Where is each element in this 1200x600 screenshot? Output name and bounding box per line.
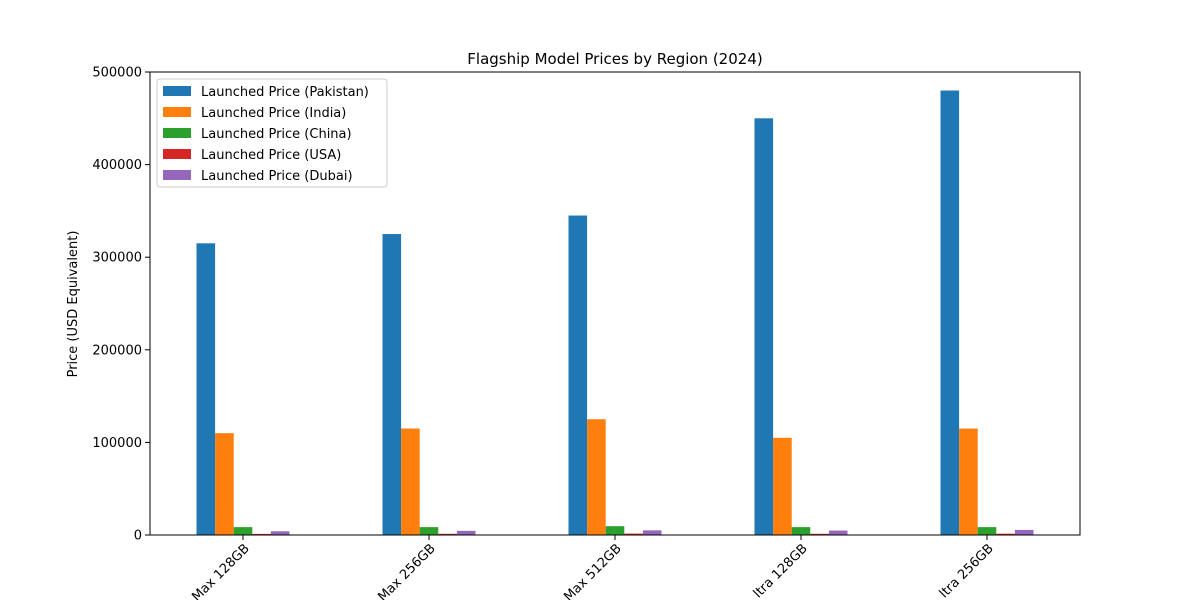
legend-swatch (163, 149, 191, 159)
bar-4-3 (624, 533, 643, 535)
y-tick-label: 400000 (92, 158, 142, 173)
x-tick-label: Max 512GB (561, 541, 625, 600)
legend-entry: Launched Price (India) (201, 106, 346, 121)
bar-5-5 (1014, 529, 1034, 535)
bar-2-3 (587, 419, 606, 535)
bar-1-1 (196, 243, 216, 535)
bars-group (196, 90, 1034, 536)
legend: Launched Price (Pakistan) Launched Price … (156, 78, 388, 188)
bar-4-4 (810, 533, 829, 535)
bar-5-1 (270, 531, 290, 535)
y-tick-label: 200000 (92, 343, 142, 358)
y-tick-label: 500000 (92, 66, 142, 81)
bar-5-2 (456, 530, 476, 535)
y-tick-label: 0 (134, 529, 142, 544)
bar-3-4 (791, 527, 811, 535)
chart-title: Flagship Model Prices by Region (2024) (467, 50, 762, 68)
bar-3-1 (233, 527, 253, 535)
legend-swatch (163, 128, 191, 138)
bar-2-1 (215, 433, 234, 535)
x-tick-label: ltra 128GB (751, 541, 811, 600)
bar-2-4 (773, 437, 792, 535)
plot-frame (149, 71, 1081, 536)
bar-4-2 (438, 533, 457, 535)
y-axis: 0 100000 200000 300000 400000 500000 (92, 66, 150, 544)
bar-3-2 (419, 527, 439, 535)
legend-swatch (163, 170, 191, 180)
legend-entry: Launched Price (China) (201, 127, 352, 142)
bar-1-2 (382, 234, 402, 536)
y-tick-label: 100000 (92, 436, 142, 451)
bar-1-4 (754, 118, 774, 536)
x-tick-label: ltra 256GB (937, 541, 997, 600)
bar-1-5 (940, 90, 960, 536)
bar-3-5 (977, 527, 997, 535)
y-tick-label: 300000 (92, 251, 142, 266)
legend-swatch (163, 86, 191, 96)
legend-box (156, 78, 388, 188)
bar-2-2 (401, 428, 420, 535)
legend-entry: Launched Price (USA) (201, 148, 341, 163)
y-axis-label: Price (USD Equivalent) (66, 231, 81, 378)
x-tick-label: Max 128GB (189, 541, 253, 600)
x-tick-label: Max 256GB (375, 541, 439, 600)
legend-entry: Launched Price (Pakistan) (201, 85, 369, 100)
bar-5-3 (642, 530, 662, 535)
x-axis: Max 128GB Max 256GB Max 512GB ltra 128GB ltr… (189, 535, 997, 600)
bar-4-5 (996, 533, 1015, 535)
bar-4-1 (252, 533, 271, 535)
bar-2-5 (959, 428, 978, 535)
bar-5-4 (828, 530, 848, 535)
legend-swatch (163, 107, 191, 117)
legend-entry: Launched Price (Dubai) (201, 169, 353, 184)
bar-3-3 (605, 526, 625, 535)
bar-1-3 (568, 215, 588, 535)
